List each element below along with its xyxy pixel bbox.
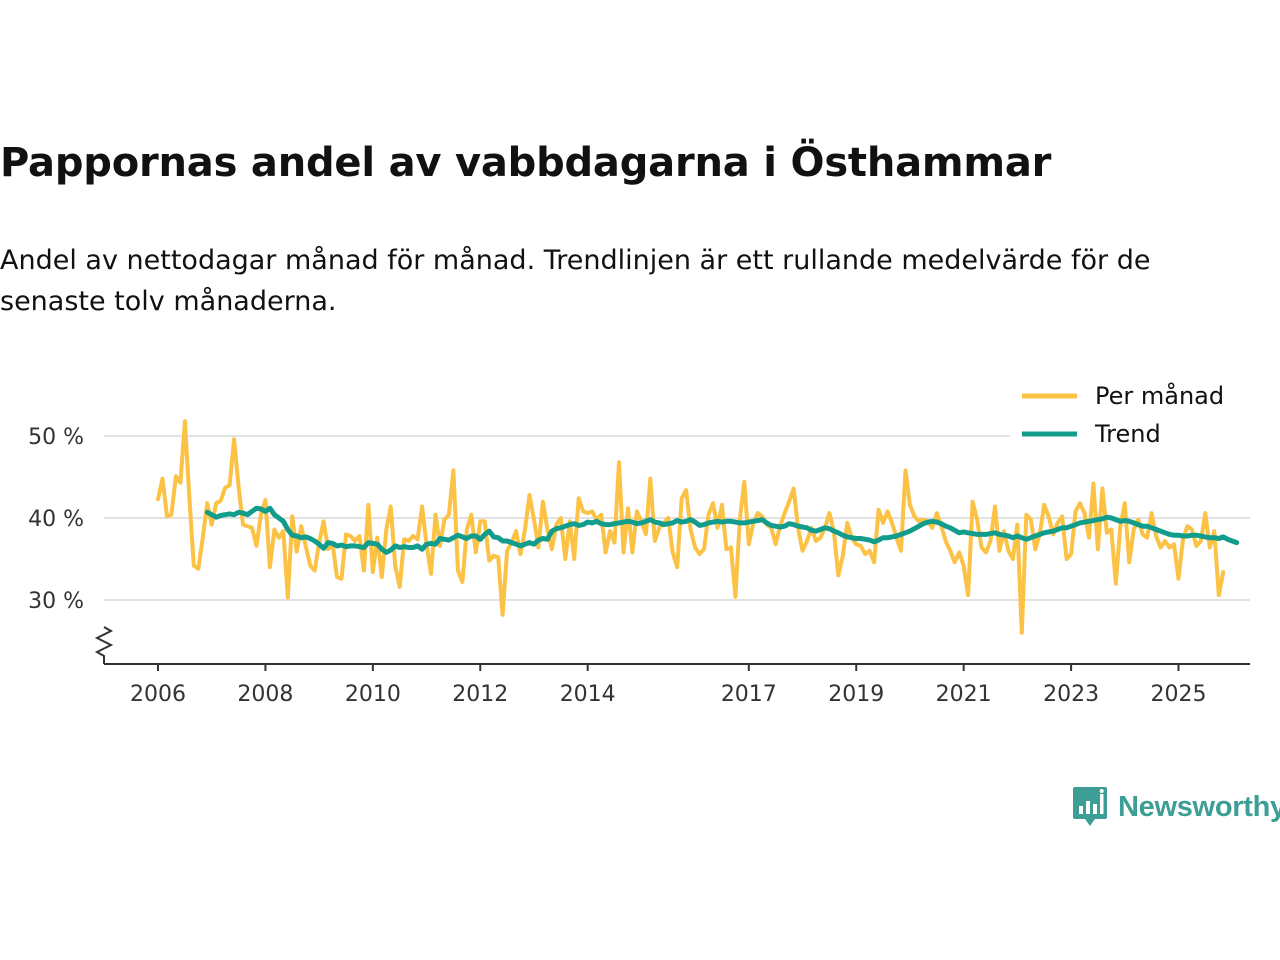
chart-subtitle: Andel av nettodagar månad för månad. Tre… xyxy=(0,245,1151,317)
y-axis-break xyxy=(94,626,114,664)
y-tick-label: 30 % xyxy=(28,589,84,614)
legend-label: Trend xyxy=(1094,420,1161,448)
x-tick-label: 2021 xyxy=(936,682,992,707)
x-tick-label: 2019 xyxy=(828,682,884,707)
x-tick-label: 2023 xyxy=(1043,682,1099,707)
legend-background xyxy=(1010,374,1250,454)
x-tick-label: 2025 xyxy=(1151,682,1207,707)
y-tick-label: 40 % xyxy=(28,507,84,532)
newsworthy-logo: Newsworthy xyxy=(1072,785,1280,829)
x-tick-label: 2008 xyxy=(237,682,293,707)
newsworthy-logo-icon xyxy=(1073,787,1107,826)
line-chart: 30 % 40 % 50 % 2006 2008 2010 2012 2014 2017 2019… xyxy=(28,374,1250,707)
legend-label: Per månad xyxy=(1095,381,1224,410)
x-tick-label: 2012 xyxy=(452,682,508,707)
x-tick-label: 2010 xyxy=(345,682,401,707)
series-line-per-manad xyxy=(156,419,1226,635)
x-tick-label: 2006 xyxy=(130,682,186,707)
series-line-trend xyxy=(204,505,1240,555)
x-tick-label: 2014 xyxy=(560,682,616,707)
chart-title: Pappornas andel av vabbdagarna i Östhamm… xyxy=(0,140,1052,186)
x-tick-label: 2017 xyxy=(721,682,777,707)
newsworthy-logo-text: Newsworthy xyxy=(1118,790,1280,823)
y-tick-label: 50 % xyxy=(28,425,84,450)
